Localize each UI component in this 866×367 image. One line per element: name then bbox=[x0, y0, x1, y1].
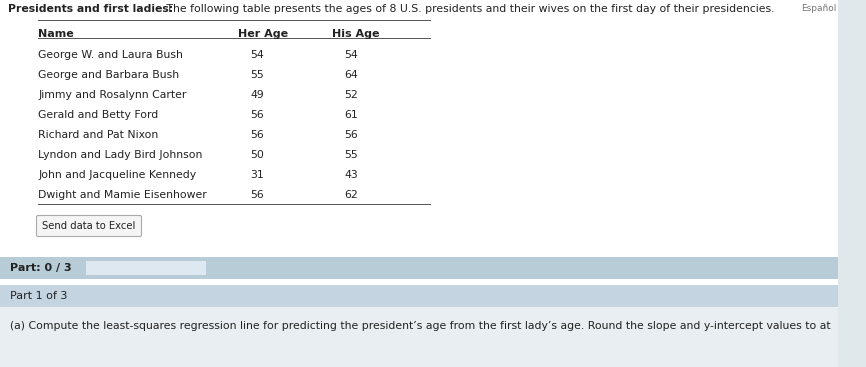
Text: 64: 64 bbox=[344, 70, 358, 80]
Text: George W. and Laura Bush: George W. and Laura Bush bbox=[38, 50, 183, 60]
Text: Her Age: Her Age bbox=[238, 29, 288, 39]
Text: (a) Compute the least-squares regression line for predicting the president’s age: (a) Compute the least-squares regression… bbox=[10, 321, 830, 331]
Text: 43: 43 bbox=[344, 170, 358, 180]
Text: Español: Español bbox=[801, 4, 836, 13]
Bar bbox=[0, 285, 838, 307]
Text: 56: 56 bbox=[250, 110, 264, 120]
Text: 49: 49 bbox=[250, 90, 264, 100]
Text: 54: 54 bbox=[250, 50, 264, 60]
FancyBboxPatch shape bbox=[36, 215, 141, 236]
Text: 52: 52 bbox=[344, 90, 358, 100]
Text: 31: 31 bbox=[250, 170, 264, 180]
Text: Send data to Excel: Send data to Excel bbox=[42, 221, 136, 231]
Text: 56: 56 bbox=[250, 190, 264, 200]
Text: 50: 50 bbox=[250, 150, 264, 160]
Text: Name: Name bbox=[38, 29, 74, 39]
Text: Jimmy and Rosalynn Carter: Jimmy and Rosalynn Carter bbox=[38, 90, 186, 100]
Text: Part: 0 / 3: Part: 0 / 3 bbox=[10, 263, 72, 273]
Text: 55: 55 bbox=[250, 70, 264, 80]
Text: George and Barbara Bush: George and Barbara Bush bbox=[38, 70, 179, 80]
Text: The following table presents the ages of 8 U.S. presidents and their wives on th: The following table presents the ages of… bbox=[164, 4, 775, 14]
Text: 56: 56 bbox=[344, 130, 358, 140]
Bar bbox=[0, 257, 838, 279]
Text: 54: 54 bbox=[344, 50, 358, 60]
Text: Lyndon and Lady Bird Johnson: Lyndon and Lady Bird Johnson bbox=[38, 150, 203, 160]
Bar bbox=[838, 0, 866, 367]
Bar bbox=[86, 261, 206, 275]
Text: Gerald and Betty Ford: Gerald and Betty Ford bbox=[38, 110, 158, 120]
Text: 56: 56 bbox=[250, 130, 264, 140]
Text: Presidents and first ladies:: Presidents and first ladies: bbox=[8, 4, 173, 14]
Text: His Age: His Age bbox=[332, 29, 379, 39]
Text: 61: 61 bbox=[344, 110, 358, 120]
Text: 62: 62 bbox=[344, 190, 358, 200]
Text: Richard and Pat Nixon: Richard and Pat Nixon bbox=[38, 130, 158, 140]
Text: Part 1 of 3: Part 1 of 3 bbox=[10, 291, 68, 301]
Text: John and Jacqueline Kennedy: John and Jacqueline Kennedy bbox=[38, 170, 196, 180]
Text: Dwight and Mamie Eisenhower: Dwight and Mamie Eisenhower bbox=[38, 190, 207, 200]
Text: 55: 55 bbox=[344, 150, 358, 160]
Bar bbox=[0, 307, 838, 367]
